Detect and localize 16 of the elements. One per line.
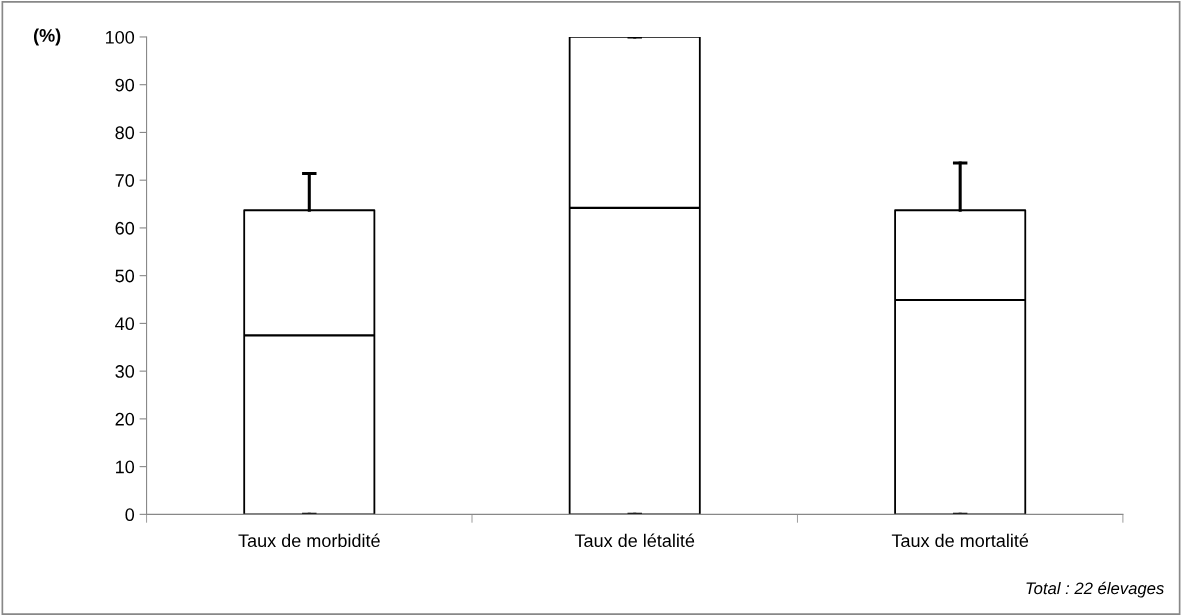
y-tick-label: 90: [115, 78, 135, 92]
text: Total : 22 élevages: [1026, 581, 1164, 598]
y-axis-title: (%): [34, 28, 61, 46]
y-tick-label: 20: [115, 412, 135, 426]
y-tick-label: 30: [115, 365, 135, 378]
y-tick-label: 10: [116, 460, 135, 474]
x-tick-label: Taux de morbidité: [238, 533, 380, 548]
y-tick-label: 60: [115, 221, 135, 235]
x-tick-label: Taux de létalité: [574, 533, 695, 548]
y-tick-label: 50: [115, 269, 135, 283]
y-tick-label: 70: [115, 174, 135, 187]
y-tick-label: 40: [115, 317, 135, 331]
y-tick-label: 0: [125, 508, 135, 522]
y-tick-label: 100: [106, 30, 135, 44]
x-tick-label: Taux de mortalité: [891, 533, 1029, 548]
y-tick-label: 80: [115, 126, 135, 140]
